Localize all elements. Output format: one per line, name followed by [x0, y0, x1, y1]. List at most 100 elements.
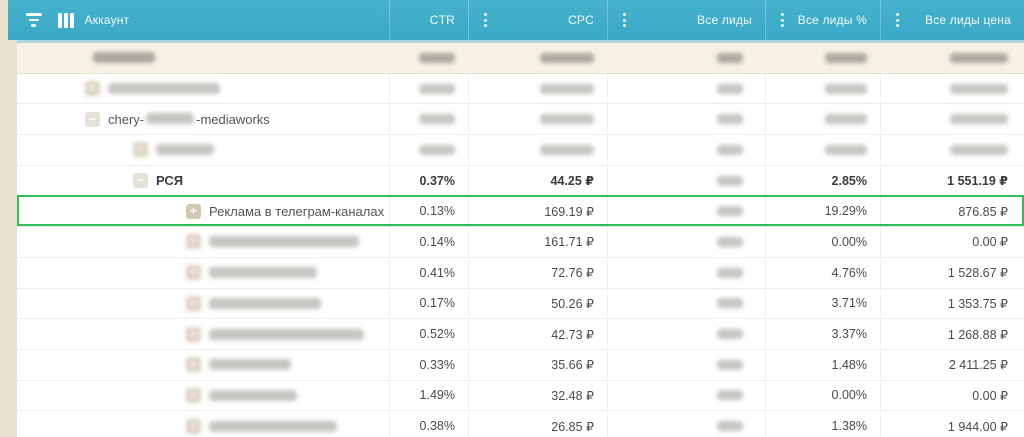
leads-value [607, 319, 765, 349]
leads-cost-value: 1 551.19 ₽ [880, 165, 1024, 196]
table-row[interactable]: 0.14% 161.71 ₽ 0.00% 0.00 ₽ [17, 227, 1024, 258]
expand-icon[interactable] [186, 234, 201, 250]
column-menu-icon[interactable] [779, 9, 786, 31]
column-menu-icon[interactable] [894, 9, 901, 31]
account-column-label[interactable]: Аккаунт [84, 13, 130, 27]
table-row[interactable] [17, 135, 1024, 166]
expand-icon[interactable] [186, 357, 201, 373]
table-row[interactable]: Реклама в телеграм-каналах 0.13% 169.19 … [17, 195, 1024, 228]
leads-column-label[interactable]: Все лиды [697, 13, 752, 27]
leads-percent-value: 19.29% [765, 196, 880, 227]
cpc-value: 42.73 ₽ [468, 319, 607, 349]
table-row[interactable]: 0.33% 35.66 ₽ 1.48% 2 411.25 ₽ [17, 349, 1024, 381]
blurred-row-name [209, 359, 291, 371]
expand-icon[interactable] [133, 142, 148, 158]
blurred-value [540, 144, 594, 155]
leads-percent-column-label[interactable]: Все лиды % [797, 13, 867, 27]
leads-value [607, 43, 765, 73]
expand-icon[interactable] [186, 203, 201, 219]
blurred-row-name [108, 83, 220, 95]
blurred-row-name [209, 328, 364, 340]
filter-icon[interactable] [25, 13, 42, 27]
expand-icon[interactable] [186, 418, 201, 434]
expand-icon[interactable] [186, 295, 201, 311]
blurred-value [540, 114, 594, 125]
cpc-column-label[interactable]: CPC [568, 13, 594, 27]
leads-cost-value: 2 411.25 ₽ [880, 349, 1024, 380]
expand-icon[interactable] [85, 81, 100, 97]
blurred-value [419, 52, 455, 63]
leads-value [607, 165, 765, 196]
blurred-value [717, 329, 743, 340]
columns-icon[interactable] [58, 12, 74, 28]
leads-cost-value: 876.85 ₽ [880, 196, 1024, 227]
expand-icon[interactable] [186, 326, 201, 342]
leads-percent-value: 4.76% [765, 257, 880, 288]
table-header: Аккаунт CTR CPC Все лиды Все лиды % Все … [8, 0, 1024, 40]
leads-cost-column-label[interactable]: Все лиды цена [925, 13, 1011, 27]
blurred-value [717, 144, 743, 155]
ctr-value: 0.38% [389, 411, 468, 437]
ctr-column-label[interactable]: CTR [429, 13, 455, 27]
leads-percent-value: 0.00% [765, 227, 880, 257]
leads-value [607, 196, 765, 227]
column-menu-icon[interactable] [621, 9, 628, 31]
row-name-cell: chery--mediaworks [17, 104, 389, 134]
table-row[interactable] [17, 73, 1024, 105]
blurred-value [717, 206, 743, 217]
leads-cost-value [880, 104, 1024, 135]
leads-cost-value [880, 43, 1024, 73]
row-name-cell [17, 74, 389, 104]
cpc-value: 35.66 ₽ [468, 349, 607, 380]
leads-column-header: Все лиды [607, 0, 765, 40]
table-row[interactable] [17, 43, 1024, 74]
table-row[interactable]: 0.52% 42.73 ₽ 3.37% 1 268.88 ₽ [17, 319, 1024, 350]
row-name-cell [17, 135, 389, 165]
expand-icon[interactable] [186, 387, 201, 403]
cpc-value [468, 43, 607, 73]
blurred-value [717, 52, 743, 63]
leads-value [607, 349, 765, 380]
leads-value [607, 288, 765, 319]
ctr-value: 0.37% [389, 165, 468, 196]
row-name: chery- -mediaworks [108, 111, 270, 127]
ctr-value [389, 104, 468, 135]
table-row[interactable]: РСЯ 0.37% 44.25 ₽ 2.85% 1 551.19 ₽ [17, 165, 1024, 197]
cpc-value [468, 135, 607, 165]
blurred-row-name [156, 144, 214, 156]
ctr-value: 0.41% [389, 257, 468, 288]
expand-icon[interactable] [186, 265, 201, 281]
leads-value [607, 104, 765, 135]
column-menu-icon[interactable] [482, 9, 489, 31]
ctr-value [389, 43, 468, 73]
blurred-value [717, 236, 743, 247]
blurred-row-name [209, 267, 317, 279]
blurred-value [950, 52, 1008, 63]
blurred-row-name [209, 389, 297, 401]
blurred-row-name [209, 236, 359, 248]
leads-cost-value [880, 73, 1024, 104]
table-row[interactable]: 0.38% 26.85 ₽ 1.38% 1 944.00 ₽ [17, 411, 1024, 437]
blurred-value [717, 83, 743, 94]
leads-value [607, 257, 765, 288]
row-name-cell [17, 381, 389, 411]
ctr-value [389, 73, 468, 104]
blurred-value [419, 144, 455, 155]
table-row[interactable]: 0.17% 50.26 ₽ 3.71% 1 353.75 ₽ [17, 288, 1024, 320]
collapse-icon[interactable] [85, 111, 100, 127]
table-row[interactable]: chery--mediaworks [17, 104, 1024, 136]
leads-cost-value: 0.00 ₽ [880, 380, 1024, 411]
cpc-value [468, 104, 607, 135]
leads-percent-value: 1.38% [765, 411, 880, 437]
collapse-icon[interactable] [133, 173, 148, 189]
leads-value [607, 135, 765, 165]
cpc-value: 72.76 ₽ [468, 257, 607, 288]
blurred-value [950, 114, 1008, 125]
table-row[interactable]: 1.49% 32.48 ₽ 0.00% 0.00 ₽ [17, 380, 1024, 412]
row-name-cell [17, 258, 389, 288]
cpc-value [468, 73, 607, 104]
blurred-value [825, 144, 867, 155]
table-row[interactable]: 0.41% 72.76 ₽ 4.76% 1 528.67 ₽ [17, 257, 1024, 289]
leads-value [607, 411, 765, 437]
cpc-value: 50.26 ₽ [468, 288, 607, 319]
